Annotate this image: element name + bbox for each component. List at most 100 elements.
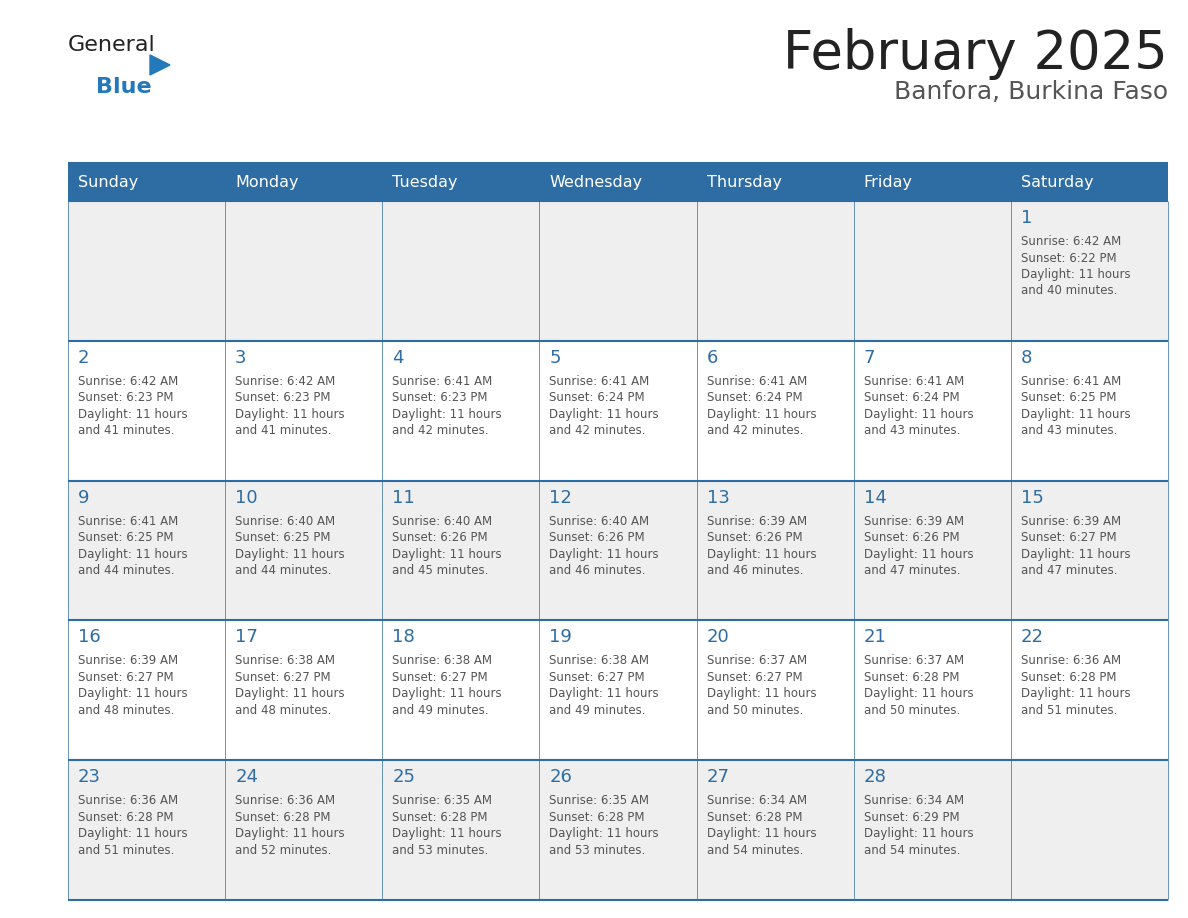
Text: and 49 minutes.: and 49 minutes. [392, 704, 488, 717]
Text: 10: 10 [235, 488, 258, 507]
Text: Sunrise: 6:41 AM: Sunrise: 6:41 AM [392, 375, 493, 387]
Text: 5: 5 [549, 349, 561, 367]
Text: 18: 18 [392, 629, 415, 646]
Text: Sunset: 6:25 PM: Sunset: 6:25 PM [235, 532, 330, 544]
Text: and 46 minutes.: and 46 minutes. [707, 564, 803, 577]
Text: Sunrise: 6:41 AM: Sunrise: 6:41 AM [78, 515, 178, 528]
Text: 21: 21 [864, 629, 886, 646]
Text: and 50 minutes.: and 50 minutes. [707, 704, 803, 717]
Text: Sunrise: 6:41 AM: Sunrise: 6:41 AM [549, 375, 650, 387]
Text: and 52 minutes.: and 52 minutes. [235, 844, 331, 856]
Text: Daylight: 11 hours: Daylight: 11 hours [392, 548, 501, 561]
Text: and 50 minutes.: and 50 minutes. [864, 704, 960, 717]
Text: 28: 28 [864, 768, 886, 786]
Text: 11: 11 [392, 488, 415, 507]
Text: Tuesday: Tuesday [392, 174, 457, 189]
Text: Sunrise: 6:39 AM: Sunrise: 6:39 AM [78, 655, 178, 667]
Text: and 44 minutes.: and 44 minutes. [235, 564, 331, 577]
Text: Daylight: 11 hours: Daylight: 11 hours [235, 548, 345, 561]
Text: Sunset: 6:27 PM: Sunset: 6:27 PM [707, 671, 802, 684]
Text: Sunrise: 6:42 AM: Sunrise: 6:42 AM [1020, 235, 1121, 248]
Text: 3: 3 [235, 349, 247, 367]
Text: 12: 12 [549, 488, 573, 507]
Text: Sunset: 6:25 PM: Sunset: 6:25 PM [1020, 391, 1117, 404]
Text: Thursday: Thursday [707, 174, 782, 189]
Text: and 54 minutes.: and 54 minutes. [864, 844, 960, 856]
Text: and 40 minutes.: and 40 minutes. [1020, 285, 1117, 297]
Text: Wednesday: Wednesday [549, 174, 643, 189]
Text: Sunset: 6:23 PM: Sunset: 6:23 PM [235, 391, 330, 404]
Text: 4: 4 [392, 349, 404, 367]
Text: Sunrise: 6:36 AM: Sunrise: 6:36 AM [78, 794, 178, 807]
Text: and 42 minutes.: and 42 minutes. [707, 424, 803, 437]
Bar [68, 760, 1168, 900]
Text: Daylight: 11 hours: Daylight: 11 hours [1020, 688, 1131, 700]
Text: Sunrise: 6:42 AM: Sunrise: 6:42 AM [235, 375, 335, 387]
Text: and 41 minutes.: and 41 minutes. [235, 424, 331, 437]
Text: Sunrise: 6:40 AM: Sunrise: 6:40 AM [549, 515, 650, 528]
Text: Daylight: 11 hours: Daylight: 11 hours [549, 688, 659, 700]
Text: 6: 6 [707, 349, 718, 367]
Text: Daylight: 11 hours: Daylight: 11 hours [78, 408, 188, 420]
Text: Daylight: 11 hours: Daylight: 11 hours [392, 408, 501, 420]
Text: Sunrise: 6:37 AM: Sunrise: 6:37 AM [864, 655, 963, 667]
Bar [68, 163, 1168, 201]
Text: Sunrise: 6:35 AM: Sunrise: 6:35 AM [549, 794, 650, 807]
Text: Daylight: 11 hours: Daylight: 11 hours [235, 827, 345, 840]
Text: 8: 8 [1020, 349, 1032, 367]
Text: Sunday: Sunday [78, 174, 138, 189]
Text: and 48 minutes.: and 48 minutes. [78, 704, 175, 717]
Text: Sunset: 6:28 PM: Sunset: 6:28 PM [549, 811, 645, 823]
Bar [68, 201, 1168, 341]
Text: 14: 14 [864, 488, 886, 507]
Text: Daylight: 11 hours: Daylight: 11 hours [864, 408, 973, 420]
Text: Sunset: 6:27 PM: Sunset: 6:27 PM [78, 671, 173, 684]
Text: Sunset: 6:28 PM: Sunset: 6:28 PM [78, 811, 173, 823]
Text: Banfora, Burkina Faso: Banfora, Burkina Faso [893, 80, 1168, 104]
Text: Saturday: Saturday [1020, 174, 1093, 189]
Text: 24: 24 [235, 768, 258, 786]
Text: Daylight: 11 hours: Daylight: 11 hours [707, 827, 816, 840]
Bar [68, 341, 1168, 481]
Text: Daylight: 11 hours: Daylight: 11 hours [78, 688, 188, 700]
Text: Sunrise: 6:41 AM: Sunrise: 6:41 AM [864, 375, 963, 387]
Text: Sunrise: 6:39 AM: Sunrise: 6:39 AM [707, 515, 807, 528]
Text: Sunrise: 6:42 AM: Sunrise: 6:42 AM [78, 375, 178, 387]
Text: and 42 minutes.: and 42 minutes. [392, 424, 488, 437]
Text: 17: 17 [235, 629, 258, 646]
Text: and 53 minutes.: and 53 minutes. [549, 844, 646, 856]
Text: Daylight: 11 hours: Daylight: 11 hours [549, 827, 659, 840]
Text: 15: 15 [1020, 488, 1044, 507]
Text: Sunset: 6:26 PM: Sunset: 6:26 PM [864, 532, 960, 544]
Text: 27: 27 [707, 768, 729, 786]
Bar [68, 621, 1168, 760]
Text: and 43 minutes.: and 43 minutes. [1020, 424, 1117, 437]
Text: 16: 16 [78, 629, 101, 646]
Text: and 44 minutes.: and 44 minutes. [78, 564, 175, 577]
Text: Daylight: 11 hours: Daylight: 11 hours [707, 548, 816, 561]
Text: and 54 minutes.: and 54 minutes. [707, 844, 803, 856]
Text: Daylight: 11 hours: Daylight: 11 hours [549, 408, 659, 420]
Text: Sunrise: 6:36 AM: Sunrise: 6:36 AM [235, 794, 335, 807]
Text: Daylight: 11 hours: Daylight: 11 hours [864, 827, 973, 840]
Text: Daylight: 11 hours: Daylight: 11 hours [1020, 268, 1131, 281]
Text: Friday: Friday [864, 174, 912, 189]
Text: Sunrise: 6:41 AM: Sunrise: 6:41 AM [1020, 375, 1121, 387]
Text: Daylight: 11 hours: Daylight: 11 hours [864, 688, 973, 700]
Text: 7: 7 [864, 349, 876, 367]
Text: Sunset: 6:28 PM: Sunset: 6:28 PM [235, 811, 330, 823]
Text: Monday: Monday [235, 174, 298, 189]
Text: and 48 minutes.: and 48 minutes. [235, 704, 331, 717]
Text: and 45 minutes.: and 45 minutes. [392, 564, 488, 577]
Text: and 47 minutes.: and 47 minutes. [864, 564, 960, 577]
Text: Sunset: 6:29 PM: Sunset: 6:29 PM [864, 811, 960, 823]
Text: Sunset: 6:27 PM: Sunset: 6:27 PM [549, 671, 645, 684]
Text: 23: 23 [78, 768, 101, 786]
Text: Daylight: 11 hours: Daylight: 11 hours [392, 688, 501, 700]
Text: Daylight: 11 hours: Daylight: 11 hours [1020, 408, 1131, 420]
Text: Blue: Blue [96, 77, 152, 97]
Text: Sunset: 6:26 PM: Sunset: 6:26 PM [549, 532, 645, 544]
Text: Daylight: 11 hours: Daylight: 11 hours [864, 548, 973, 561]
Text: Sunrise: 6:39 AM: Sunrise: 6:39 AM [864, 515, 963, 528]
Text: Sunrise: 6:35 AM: Sunrise: 6:35 AM [392, 794, 492, 807]
